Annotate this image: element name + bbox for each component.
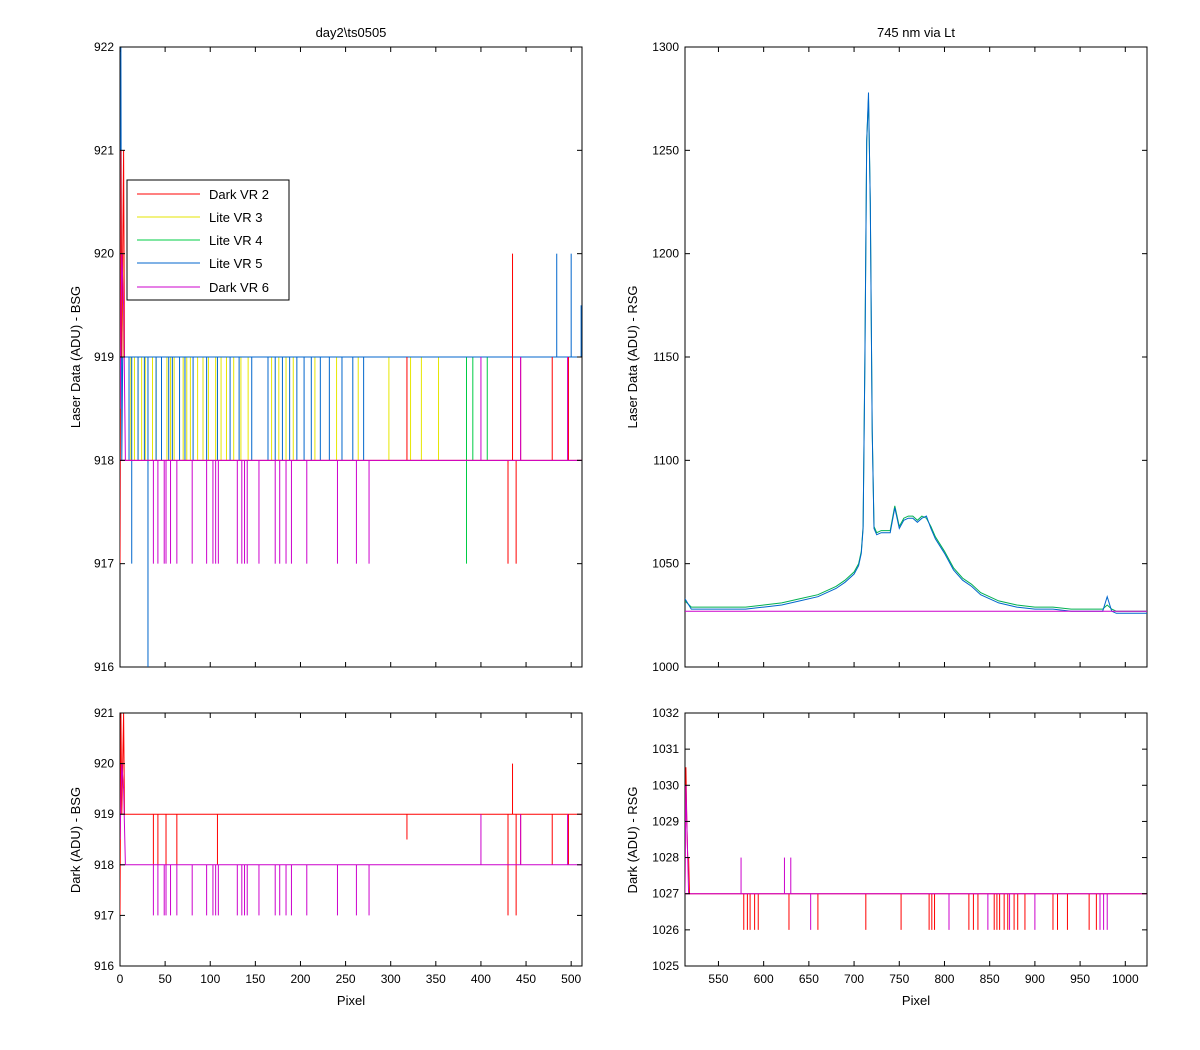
x-tick-label: 0 — [117, 972, 124, 986]
axes-title: 745 nm via Lt — [877, 25, 955, 40]
y-tick-label: 921 — [94, 143, 114, 157]
y-axis-label: Laser Data (ADU) - RSG — [625, 285, 640, 428]
y-tick-label: 920 — [94, 247, 114, 261]
x-tick-label: 750 — [889, 972, 909, 986]
y-axis-label: Dark (ADU) - BSG — [68, 787, 83, 893]
x-tick-label: 1000 — [1112, 972, 1139, 986]
y-tick-label: 1029 — [652, 814, 679, 828]
legend-entry: Dark VR 6 — [209, 280, 269, 295]
legend: Dark VR 2 Lite VR 3 Lite VR 4 Lite VR 5 … — [126, 179, 290, 301]
y-tick-label: 921 — [94, 706, 114, 720]
legend-entry: Lite VR 4 — [209, 233, 262, 248]
x-tick-label: 950 — [1070, 972, 1090, 986]
x-tick-label: 250 — [336, 972, 356, 986]
y-tick-label: 919 — [94, 350, 114, 364]
x-tick-label: 500 — [561, 972, 581, 986]
x-tick-label: 550 — [708, 972, 728, 986]
series-group — [120, 713, 582, 916]
x-tick-label: 600 — [754, 972, 774, 986]
x-tick-label: 700 — [844, 972, 864, 986]
legend-entry: Dark VR 2 — [209, 187, 269, 202]
y-tick-label: 1000 — [652, 660, 679, 674]
x-tick-label: 850 — [980, 972, 1000, 986]
y-tick-label: 916 — [94, 959, 114, 973]
axes-bottom-left: Dark (ADU) - BSG Pixel 916 917 918 919 920 92… — [68, 706, 583, 1008]
x-tick-label: 450 — [516, 972, 536, 986]
y-tick-label: 1031 — [652, 742, 679, 756]
x-tick-label: 200 — [290, 972, 310, 986]
plot-area — [684, 46, 1148, 668]
series-dark-vr-6 — [120, 253, 582, 564]
x-tick-label: 900 — [1025, 972, 1045, 986]
x-tick-label: 100 — [200, 972, 220, 986]
axes-title: day2\ts0505 — [316, 25, 387, 40]
plot-area — [119, 712, 583, 967]
y-tick-label: 1032 — [652, 706, 679, 720]
series-line — [120, 253, 126, 461]
x-tick-label: 800 — [934, 972, 954, 986]
y-tick-label: 918 — [94, 858, 114, 872]
y-tick-label: 922 — [94, 40, 114, 54]
y-tick-label: 1200 — [652, 247, 679, 261]
y-tick-label: 917 — [94, 557, 114, 571]
y-axis-label: Dark (ADU) - RSG — [625, 787, 640, 894]
y-tick-label: 1027 — [652, 887, 679, 901]
x-axis-label: Pixel — [337, 993, 365, 1008]
series-line — [120, 713, 125, 916]
x-tick-label: 650 — [799, 972, 819, 986]
y-tick-label: 919 — [94, 807, 114, 821]
y-tick-label: 920 — [94, 757, 114, 771]
axes-top-left: day2\ts0505 Laser Data (ADU) - BSG 916 91… — [68, 25, 583, 674]
y-tick-label: 917 — [94, 908, 114, 922]
x-tick-label: 50 — [158, 972, 172, 986]
x-axis-label: Pixel — [902, 993, 930, 1008]
plot-area — [684, 712, 1148, 967]
series-line — [120, 763, 126, 865]
legend-entry: Lite VR 5 — [209, 256, 262, 271]
y-tick-label: 1100 — [653, 453, 679, 467]
x-tick-label: 300 — [381, 972, 401, 986]
x-tick-label: 350 — [426, 972, 446, 986]
y-tick-label: 1150 — [653, 350, 679, 364]
x-tick-label: 400 — [471, 972, 491, 986]
series-line — [685, 92, 1147, 614]
y-tick-label: 1030 — [652, 778, 679, 792]
y-tick-label: 916 — [94, 660, 114, 674]
series-group — [120, 47, 582, 667]
y-tick-label: 1025 — [652, 959, 679, 973]
y-tick-label: 1028 — [652, 851, 679, 865]
axes-bottom-right: Dark (ADU) - RSG Pixel 1025 1026 1027 1028 1… — [625, 706, 1148, 1008]
y-tick-label: 1250 — [652, 143, 679, 157]
axes-top-right: 745 nm via Lt Laser Data (ADU) - RSG 100… — [625, 25, 1148, 674]
series-dark-vr-6 — [120, 763, 582, 916]
y-tick-label: 1026 — [652, 923, 679, 937]
y-tick-label: 1050 — [652, 557, 679, 571]
series-line — [120, 150, 125, 564]
series-group — [685, 92, 1147, 614]
y-tick-label: 918 — [94, 453, 114, 467]
legend-entry: Lite VR 3 — [209, 210, 262, 225]
y-tick-label: 1300 — [652, 40, 679, 54]
series-lite-vr-3 — [120, 201, 582, 461]
y-axis-label: Laser Data (ADU) - BSG — [68, 286, 83, 428]
x-tick-label: 150 — [245, 972, 265, 986]
series-line-1 — [685, 92, 1147, 614]
